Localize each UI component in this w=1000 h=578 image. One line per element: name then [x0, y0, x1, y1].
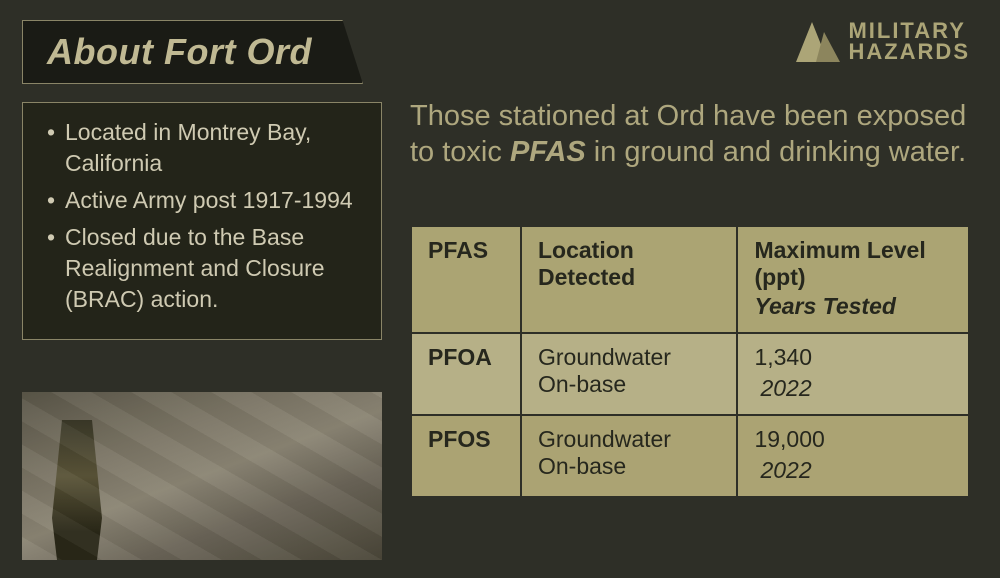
intro-bold: PFAS [510, 136, 586, 168]
cell-level: 1,340 2022 [737, 333, 969, 415]
soldier-water-photo [22, 392, 382, 560]
table-row: PFOA Groundwater On-base 1,340 2022 [411, 333, 969, 415]
facts-list: Located in Montrey Bay, California Activ… [47, 117, 361, 315]
th-level-sub: Years Tested [754, 293, 952, 320]
pfas-table: PFAS Location Detected Maximum Level (pp… [410, 225, 970, 498]
intro-text: Those stationed at Ord have been exposed… [410, 98, 972, 171]
cell-location: Groundwater On-base [521, 415, 737, 497]
logo-line2: HAZARDS [848, 42, 970, 63]
intro-post: in ground and drinking water. [586, 136, 966, 168]
facts-box: Located in Montrey Bay, California Activ… [22, 102, 382, 340]
logo-text: MILITARY HAZARDS [848, 21, 970, 63]
th-pfas: PFAS [411, 226, 521, 333]
title-banner: About Fort Ord [22, 20, 363, 84]
page-title: About Fort Ord [47, 31, 312, 73]
table-header-row: PFAS Location Detected Maximum Level (pp… [411, 226, 969, 333]
cell-location: Groundwater On-base [521, 333, 737, 415]
list-item: Located in Montrey Bay, California [47, 117, 361, 179]
cell-level: 19,000 2022 [737, 415, 969, 497]
th-level: Maximum Level (ppt) Years Tested [737, 226, 969, 333]
th-level-main: Maximum Level (ppt) [754, 237, 925, 290]
cell-name: PFOA [411, 333, 521, 415]
cell-name: PFOS [411, 415, 521, 497]
table-row: PFOS Groundwater On-base 19,000 2022 [411, 415, 969, 497]
list-item: Active Army post 1917-1994 [47, 185, 361, 216]
triangle-icon [794, 18, 842, 66]
th-location: Location Detected [521, 226, 737, 333]
list-item: Closed due to the Base Realignment and C… [47, 222, 361, 315]
brand-logo: MILITARY HAZARDS [794, 18, 970, 66]
